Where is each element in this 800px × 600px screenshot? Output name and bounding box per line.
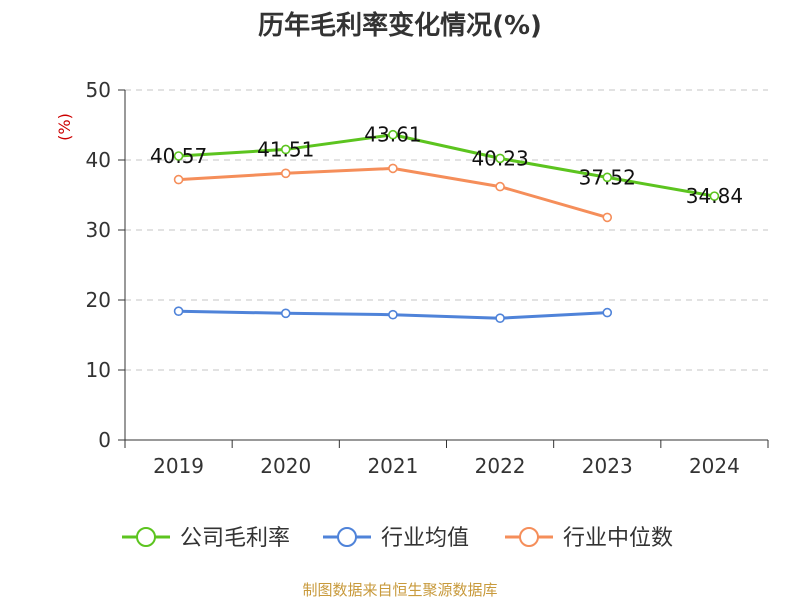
data-point: [173, 306, 184, 317]
data-point: [495, 153, 505, 164]
data-label: 41.51: [257, 137, 314, 161]
x-tick-label: 2023: [582, 454, 633, 478]
series-line-0: [178, 133, 715, 198]
data-point: [709, 191, 720, 201]
legend-marker: [136, 527, 156, 547]
data-point: [495, 313, 505, 324]
y-axis-label: (%): [55, 113, 74, 141]
x-tick-label: 2020: [260, 454, 311, 478]
data-point: [280, 308, 291, 319]
data-point: [173, 151, 184, 161]
legend-label: 行业均值: [381, 526, 469, 551]
data-point: [388, 163, 398, 174]
y-tick-label: 0: [98, 428, 111, 452]
legend: 公司毛利率 行业均值 行业中位数: [122, 526, 673, 551]
data-point: [280, 168, 291, 179]
series-line-2: [178, 166, 608, 219]
source-note: 制图数据来自恒生聚源数据库: [302, 581, 497, 599]
legend-label: 行业中位数: [563, 526, 673, 551]
data-point: [388, 129, 398, 140]
data-point: [388, 309, 398, 320]
x-tick-label: 2021: [367, 454, 418, 478]
y-tick-label: 40: [86, 148, 111, 172]
series-group: 40.57 41.51 43.61 40.23 37.52 34.84: [150, 123, 743, 324]
x-tick-label: 2022: [475, 454, 526, 478]
data-point: [173, 174, 184, 185]
legend-marker: [519, 527, 539, 547]
data-point: [602, 172, 613, 183]
data-label: 43.61: [364, 123, 421, 147]
data-point: [602, 212, 613, 223]
x-tick-label: 2019: [153, 454, 204, 478]
x-tick-label: 2024: [689, 454, 740, 478]
y-tick-label: 50: [86, 78, 111, 102]
legend-label: 公司毛利率: [180, 526, 290, 551]
data-point: [602, 307, 613, 318]
axes: 0 10 20 30 40 50 2019 2020 2021 2022 2023 2024: [86, 78, 769, 478]
legend-marker: [337, 527, 357, 547]
data-label: 40.57: [150, 144, 207, 168]
data-label: 40.23: [471, 146, 528, 170]
data-point: [280, 144, 291, 155]
y-tick-label: 20: [86, 288, 111, 312]
data-label: 37.52: [579, 165, 636, 189]
data-point: [495, 181, 505, 192]
y-tick-label: 10: [86, 358, 111, 382]
y-tick-label: 30: [86, 218, 111, 242]
gridlines: [125, 89, 768, 371]
chart-title: 历年毛利率变化情况(%): [258, 10, 542, 41]
data-label: 34.84: [686, 184, 743, 208]
